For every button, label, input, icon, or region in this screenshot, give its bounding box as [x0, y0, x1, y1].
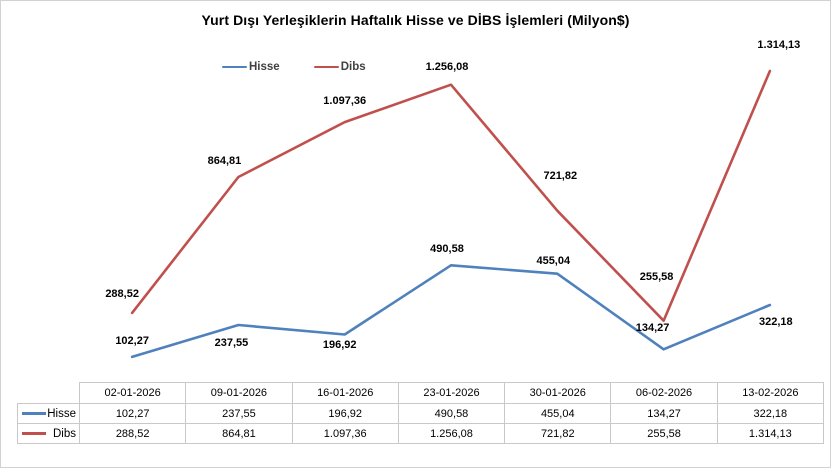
legend-label-dibs: Dibs	[340, 61, 366, 73]
dibs-data-label: 288,52	[105, 287, 139, 300]
table-value-cell: 455,04	[504, 403, 612, 424]
data-table: 02-01-2026 09-01-2026 16-01-2026 23-01-2026…	[17, 382, 824, 444]
table-date-header: 16-01-2026	[291, 382, 399, 404]
hisse-data-label: 102,27	[115, 334, 149, 347]
legend-item-dibs[interactable]: Dibs	[313, 61, 366, 73]
table-date-header: 02-01-2026	[78, 382, 187, 404]
table-value-cell: 1.256,08	[397, 423, 506, 444]
table-value-cell: 255,58	[610, 423, 718, 444]
table-row: Dibs 288,52 864,81 1.097,36 1.256,08 721,82 25…	[17, 423, 824, 444]
table-value-cell: 196,92	[291, 403, 399, 424]
table-row-header: Dibs	[17, 423, 80, 444]
table-corner-cell	[17, 382, 80, 404]
hisse-data-label: 134,27	[635, 322, 670, 335]
table-value-cell: 490,58	[397, 403, 506, 424]
dibs-data-label: 864,81	[207, 154, 242, 167]
table-row: Hisse 102,27 237,55 196,92 490,58 455,04 134,2…	[17, 403, 824, 424]
dibs-data-label: 1.314,13	[757, 39, 801, 51]
table-value-cell: 721,82	[504, 423, 612, 444]
table-date-header: 09-01-2026	[185, 382, 293, 404]
hisse-data-label: 196,92	[322, 338, 357, 351]
table-value-cell: 288,52	[78, 423, 187, 444]
hisse-line-key-icon	[222, 65, 247, 69]
series-name: Dibs	[52, 427, 76, 440]
dibs-data-label: 1.097,36	[323, 95, 367, 108]
table-value-cell: 102,27	[78, 403, 187, 424]
table-date-header: 23-01-2026	[397, 382, 506, 404]
table-date-header: 06-02-2026	[610, 382, 718, 404]
dibs-line-key-icon	[22, 432, 46, 435]
legend-item-hisse[interactable]: Hisse	[222, 61, 280, 73]
dibs-line-key-icon	[313, 65, 339, 69]
dibs-data-label: 721,82	[543, 169, 578, 182]
series-name: Hisse	[47, 407, 76, 420]
table-value-cell: 322,18	[716, 403, 824, 424]
table-date-header: 30-01-2026	[504, 382, 612, 404]
hisse-data-label: 322,18	[759, 315, 793, 328]
hisse-data-label: 490,58	[430, 243, 464, 256]
legend-label-hisse: Hisse	[249, 61, 280, 73]
hisse-series-line[interactable]	[130, 263, 772, 359]
dibs-series-line[interactable]	[130, 69, 772, 323]
dibs-data-label: 1.256,08	[425, 60, 469, 73]
hisse-data-label: 237,55	[214, 336, 249, 349]
table-value-cell: 237,55	[185, 403, 293, 424]
table-row-header: Hisse	[17, 403, 80, 424]
dibs-data-label: 255,58	[639, 270, 674, 283]
chart-title: Yurt Dışı Yerleşiklerin Haftalık Hisse v…	[201, 12, 630, 28]
table-value-cell: 1.314,13	[716, 423, 824, 444]
table-value-cell: 1.097,36	[291, 423, 399, 444]
hisse-line-key-icon	[22, 412, 46, 415]
hisse-data-label: 455,04	[536, 254, 571, 267]
table-value-cell: 134,27	[610, 403, 718, 424]
legend: Hisse Dibs	[222, 61, 366, 73]
table-value-cell: 864,81	[185, 423, 293, 444]
table-date-header: 13-02-2026	[716, 382, 824, 404]
